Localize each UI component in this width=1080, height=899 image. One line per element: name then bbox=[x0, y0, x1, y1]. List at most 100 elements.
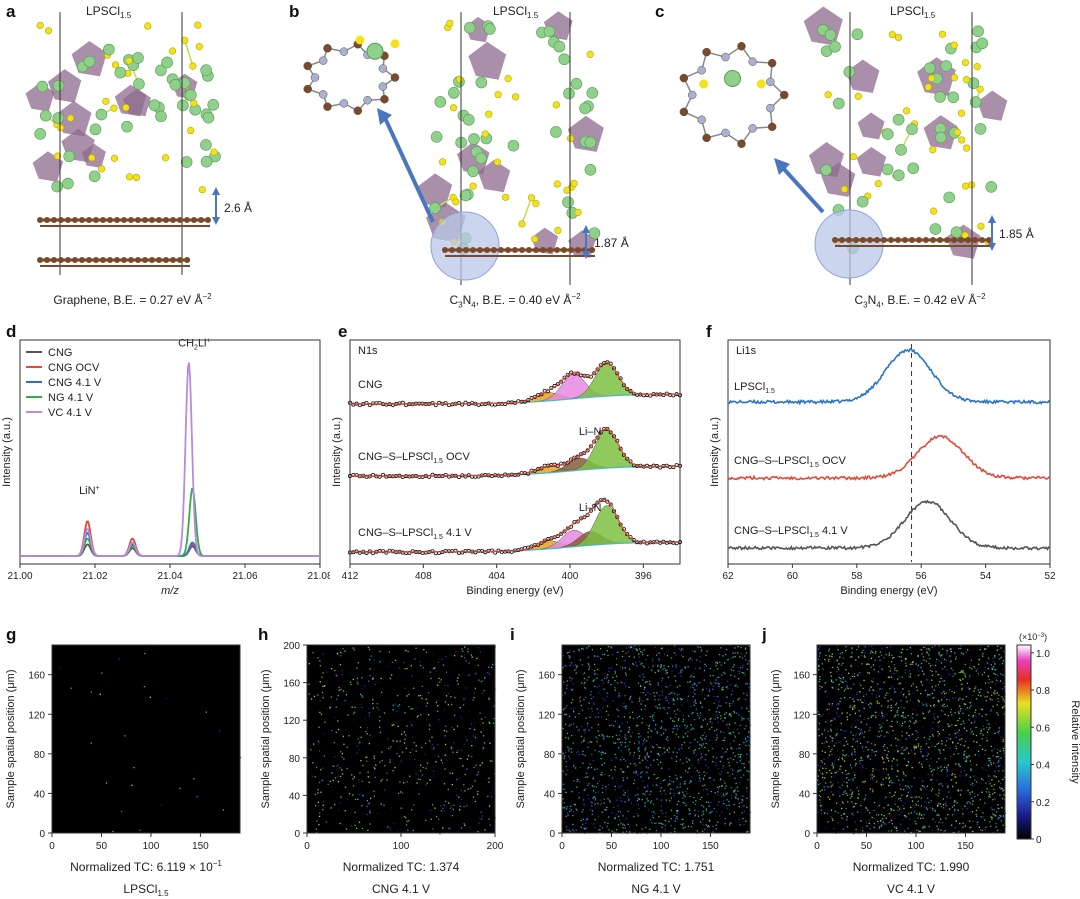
pixel bbox=[730, 674, 732, 676]
pixel bbox=[826, 708, 828, 711]
pixel bbox=[832, 737, 834, 739]
pixel bbox=[356, 677, 358, 680]
pixel bbox=[877, 671, 880, 673]
pixel bbox=[977, 668, 979, 670]
pixel bbox=[939, 750, 941, 752]
pixel bbox=[707, 801, 710, 804]
sheet-atom bbox=[44, 257, 50, 263]
pixel bbox=[886, 802, 888, 804]
pixel bbox=[585, 688, 587, 690]
pixel bbox=[733, 803, 735, 806]
pixel bbox=[872, 689, 874, 691]
pixel bbox=[976, 741, 978, 743]
structure-c-caption: C3N4, B.E. = 0.42 eV Å−2 bbox=[854, 292, 986, 310]
pixel bbox=[941, 668, 944, 670]
pixel bbox=[900, 788, 902, 790]
pixel bbox=[618, 738, 620, 740]
pixel bbox=[748, 710, 750, 713]
pixel bbox=[882, 753, 884, 755]
pixel bbox=[946, 652, 948, 654]
pixel bbox=[944, 757, 946, 760]
pixel bbox=[569, 680, 572, 682]
pixel bbox=[144, 652, 146, 655]
pixel bbox=[693, 683, 695, 685]
pixel bbox=[990, 745, 992, 747]
pixel bbox=[970, 705, 972, 707]
sheet-atom bbox=[512, 247, 518, 253]
pixel bbox=[566, 680, 568, 682]
pixel bbox=[562, 770, 564, 772]
pixel bbox=[730, 669, 732, 671]
pixel bbox=[476, 774, 478, 776]
pixel bbox=[933, 713, 935, 715]
pixel bbox=[659, 747, 661, 749]
pixel bbox=[846, 816, 848, 818]
pixel bbox=[899, 682, 901, 684]
pixel bbox=[914, 790, 916, 792]
pixel bbox=[972, 800, 974, 802]
pixel bbox=[567, 814, 569, 816]
pixel bbox=[445, 800, 447, 802]
pixel bbox=[954, 732, 956, 735]
pixel bbox=[943, 658, 946, 661]
pixel bbox=[982, 725, 984, 727]
pixel bbox=[985, 713, 987, 716]
pixel bbox=[940, 699, 943, 701]
pixel bbox=[709, 718, 711, 720]
pixel bbox=[625, 647, 628, 649]
pixel bbox=[871, 751, 873, 754]
pixel bbox=[588, 766, 590, 768]
sheet-atom bbox=[149, 217, 155, 223]
pixel bbox=[461, 655, 463, 657]
pixel bbox=[950, 708, 953, 711]
pixel bbox=[712, 756, 714, 758]
pixel bbox=[876, 696, 878, 698]
pixel bbox=[876, 735, 879, 737]
pixel bbox=[727, 658, 729, 661]
pixel bbox=[369, 823, 371, 825]
pixel bbox=[922, 747, 924, 749]
pixel bbox=[715, 739, 717, 741]
pixel bbox=[932, 818, 934, 820]
pixel bbox=[587, 742, 589, 744]
pixel bbox=[851, 675, 854, 678]
sulfur-atom bbox=[930, 207, 938, 215]
pixel bbox=[984, 667, 986, 669]
pixel bbox=[652, 660, 654, 662]
pixel bbox=[890, 809, 892, 812]
pixel bbox=[740, 653, 742, 655]
pixel bbox=[896, 711, 898, 713]
pixel bbox=[570, 805, 572, 807]
pixel bbox=[744, 728, 746, 730]
pixel bbox=[743, 824, 745, 826]
pixel bbox=[881, 824, 883, 826]
pixel bbox=[673, 699, 675, 701]
pixel bbox=[987, 691, 989, 693]
data-point bbox=[503, 401, 508, 406]
pixel bbox=[953, 753, 955, 755]
pixel bbox=[827, 786, 829, 788]
pixel bbox=[938, 653, 940, 655]
pixel bbox=[724, 717, 726, 719]
pixel bbox=[841, 757, 843, 759]
pixel bbox=[834, 733, 836, 735]
pixel bbox=[861, 732, 864, 734]
pixel bbox=[955, 745, 957, 747]
pixel bbox=[743, 774, 745, 776]
pixel bbox=[982, 816, 984, 818]
pixel bbox=[915, 823, 917, 825]
pixel bbox=[819, 766, 822, 768]
pixel bbox=[658, 694, 660, 696]
pixel bbox=[432, 828, 434, 830]
pixel bbox=[425, 767, 427, 769]
pixel bbox=[947, 764, 949, 766]
pixel bbox=[688, 747, 690, 749]
pixel bbox=[980, 729, 982, 731]
pixel bbox=[379, 731, 381, 734]
pixel bbox=[932, 807, 934, 810]
lithium-atom bbox=[434, 96, 447, 108]
pixel bbox=[911, 785, 913, 788]
pixel bbox=[856, 691, 858, 693]
pixel bbox=[929, 710, 931, 712]
pixel bbox=[700, 737, 702, 739]
